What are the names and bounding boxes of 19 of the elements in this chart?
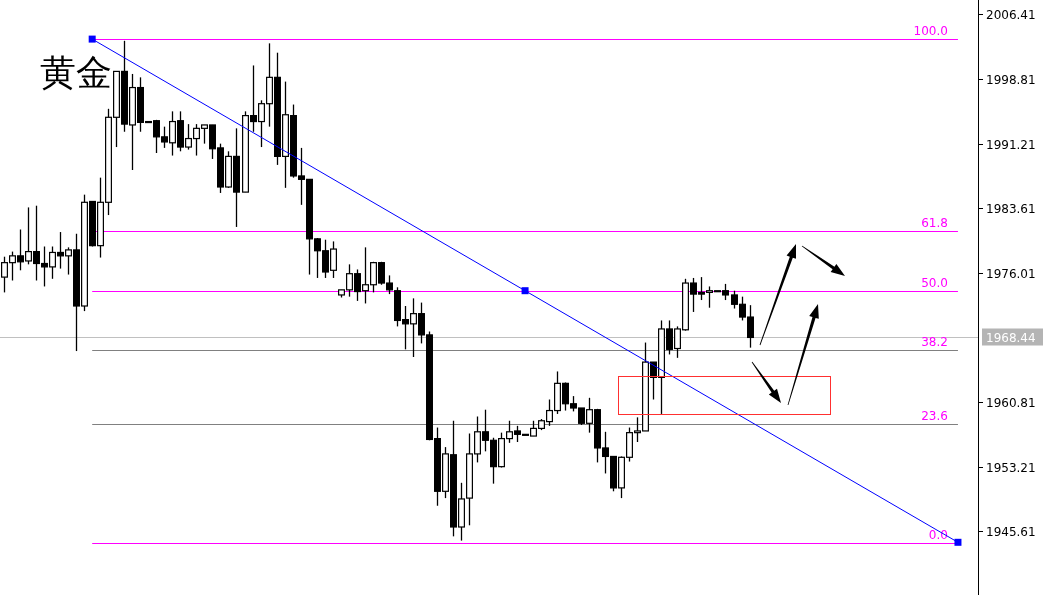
y-tick-label: 1998.81: [986, 73, 1036, 87]
y-tick-label: 2006.41: [986, 8, 1036, 22]
y-tick-label: 1976.01: [986, 267, 1036, 281]
y-tick-label: 1945.61: [986, 525, 1036, 539]
annotation: 0.0: [928, 528, 948, 542]
point: [88, 35, 96, 43]
annotation: 23.6: [921, 409, 948, 423]
annotation: 61.8: [921, 216, 948, 230]
point: [954, 538, 962, 546]
y-tick-label: 1991.21: [986, 138, 1036, 152]
y-tick-label: 1968.44: [986, 331, 1036, 345]
y-tick-label: 1983.61: [986, 202, 1036, 216]
y-tick-label: 1960.81: [986, 396, 1036, 410]
point: [521, 287, 529, 295]
y-tick-label: 1953.21: [986, 461, 1036, 475]
text: 黄金: [40, 52, 112, 93]
annotation: 38.2: [921, 335, 948, 349]
annotation: 100.0: [913, 24, 948, 38]
annotation: 50.0: [921, 276, 948, 290]
